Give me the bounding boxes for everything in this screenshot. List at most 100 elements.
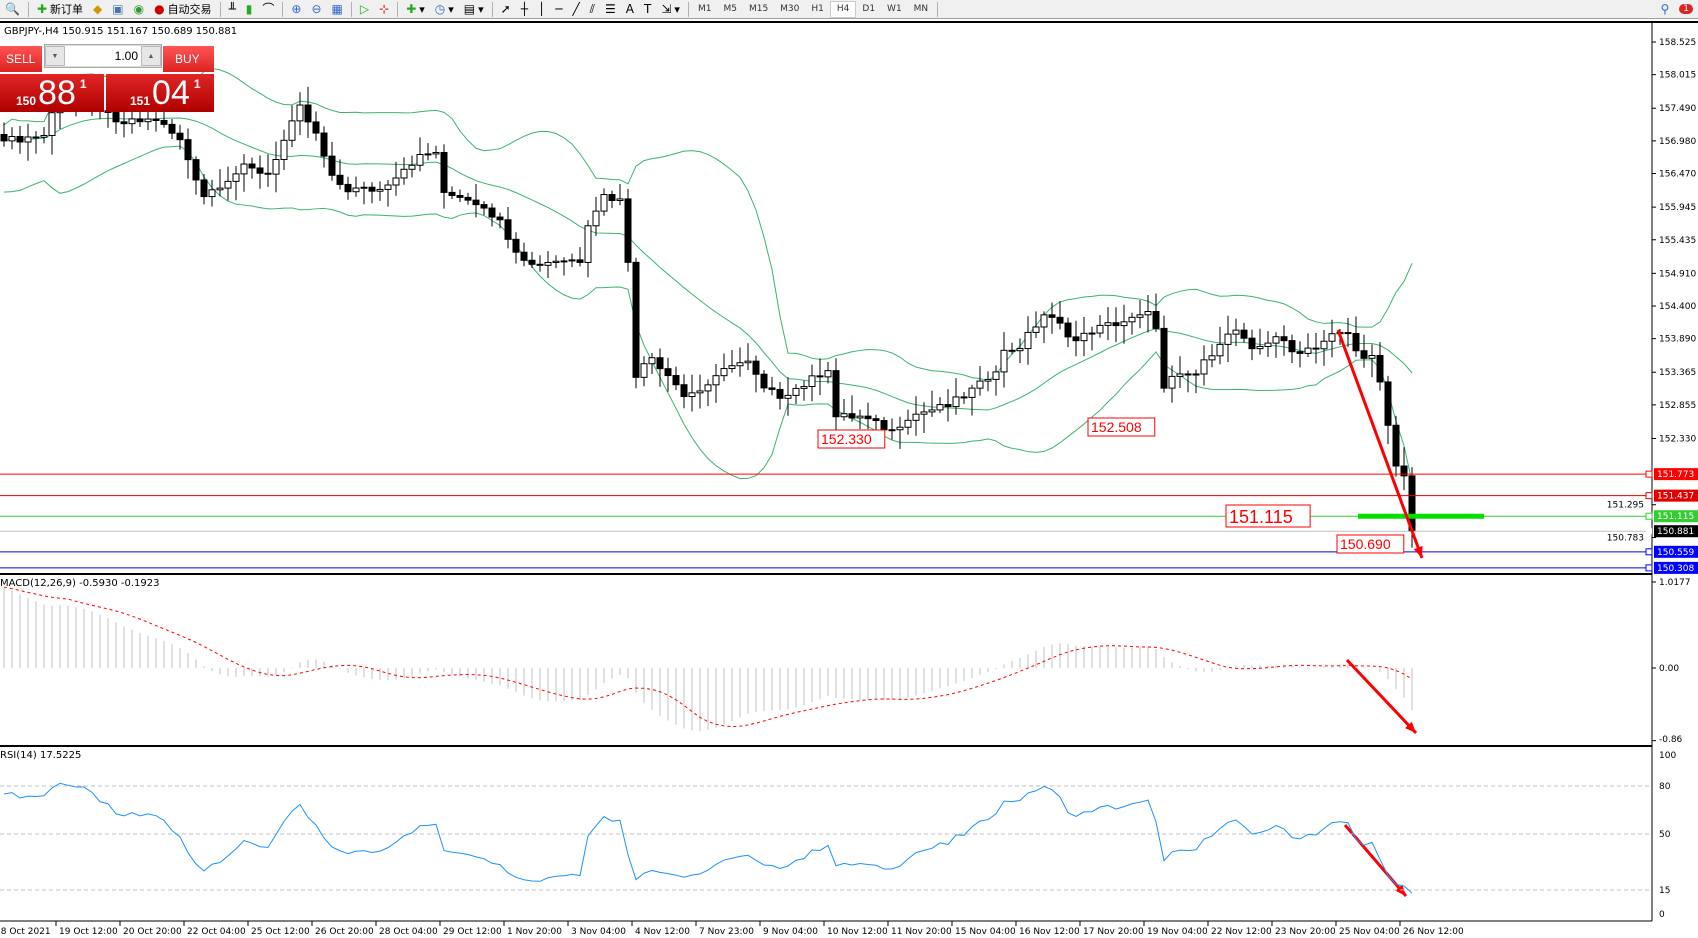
market-watch-icon[interactable]: ◆	[93, 2, 103, 16]
candle	[1056, 301, 1064, 330]
rsi-tick-label: 0	[1659, 910, 1665, 920]
candle-body	[608, 194, 616, 201]
candle-body	[712, 375, 720, 386]
candle-body	[1400, 465, 1408, 477]
candle	[320, 126, 328, 168]
price-label-box	[1654, 468, 1698, 481]
price-tick-label: 152.330	[1659, 434, 1696, 444]
timeframe-h4[interactable]: H4	[829, 0, 857, 18]
vertical-line-icon[interactable]: │	[537, 2, 546, 16]
auto-trading-button[interactable]: ● 自动交易	[149, 1, 216, 18]
timeframe-m5[interactable]: M5	[723, 4, 737, 14]
candle-body	[864, 415, 872, 420]
price-label-box	[1654, 489, 1698, 502]
zoom-out-icon[interactable]: ⊖	[311, 2, 322, 16]
candle	[1040, 311, 1048, 344]
timeframe-m30[interactable]: M30	[780, 4, 800, 14]
price-label-box	[1654, 510, 1698, 523]
sell-button[interactable]: SELL	[0, 46, 43, 72]
candle-body	[680, 384, 688, 398]
crosshair-icon[interactable]: ┼	[520, 2, 528, 16]
candle-body	[1184, 373, 1192, 376]
time-tick-label: 19 Oct 12:00	[59, 927, 118, 937]
timeframe-d1[interactable]: D1	[862, 4, 876, 14]
candle	[184, 128, 192, 179]
timeframe-mn[interactable]: MN	[913, 4, 929, 14]
candle	[1360, 334, 1368, 368]
timeframe-m15[interactable]: M15	[748, 4, 769, 14]
candlestick-icon[interactable]: ▮	[245, 2, 253, 16]
line-chart-icon[interactable]: ⌒	[262, 2, 275, 16]
price-annotation-box	[817, 429, 886, 449]
candle-body	[408, 164, 416, 170]
candle	[0, 122, 8, 147]
templates-icon[interactable]: ▤ ▾	[463, 2, 484, 16]
candle	[400, 157, 408, 185]
periods-icon[interactable]: ◷ ▾	[434, 2, 454, 16]
candle-body	[496, 216, 504, 221]
sell-price-fraction: 1	[79, 77, 87, 91]
buy-button[interactable]: BUY	[163, 46, 214, 72]
candle	[8, 127, 16, 150]
trendline-icon[interactable]: ╱	[572, 2, 580, 16]
text-icon[interactable]: A	[625, 2, 635, 16]
candle-body	[984, 378, 992, 382]
decrease-lot-button[interactable]: ▼	[45, 46, 65, 66]
candle	[512, 232, 520, 264]
indicators-icon[interactable]: ✚ ▾	[406, 2, 425, 16]
buy-price-button[interactable]: 151 04 1	[106, 74, 214, 112]
candle	[1064, 317, 1072, 348]
arrows-icon[interactable]: ⇲ ▾	[661, 2, 680, 16]
notification-badge[interactable]: 1	[1674, 1, 1698, 18]
horizontal-line-icon[interactable]: ─	[555, 2, 563, 16]
candle-body	[1384, 381, 1392, 426]
auto-scroll-icon[interactable]: ▷	[359, 2, 370, 16]
price-annotation-box	[1336, 534, 1405, 554]
text-label-icon[interactable]: T	[644, 2, 652, 16]
price-annotation: 150.690	[1340, 536, 1391, 552]
fibonacci-icon[interactable]: ☰	[605, 2, 616, 16]
timeframe-m1[interactable]: M1	[697, 4, 712, 14]
candle-body	[136, 118, 144, 123]
tile-windows-icon[interactable]: ▦	[331, 2, 343, 16]
candle-body	[384, 184, 392, 190]
cursor-icon[interactable]: ➚	[500, 2, 511, 16]
search-icon[interactable]: 🔍	[5, 2, 20, 16]
new-order-button[interactable]: ✚ 新订单	[32, 1, 88, 18]
equidistant-channel-icon[interactable]: ⫽	[589, 2, 596, 16]
signal-icon[interactable]: ◉	[133, 2, 145, 16]
sell-price-button[interactable]: 150 88 1	[0, 74, 104, 112]
rsi-tick-label: 15	[1659, 886, 1670, 896]
bar-chart-icon[interactable]: ╨	[228, 2, 236, 16]
search-icon[interactable]: ⚲	[1660, 2, 1670, 16]
candle-body	[720, 368, 728, 377]
lot-size-input[interactable]: 1.00	[65, 46, 141, 66]
lot-size-stepper[interactable]: ▼ 1.00 ▲	[44, 44, 162, 68]
candle	[432, 145, 440, 159]
macd-down-arrow	[1345, 658, 1418, 735]
time-tick-label: 25 Oct 12:00	[251, 927, 310, 937]
time-tick-label: 4 Nov 12:00	[635, 927, 690, 937]
candle-body	[440, 151, 448, 193]
bollinger-middle-band	[3, 117, 1413, 411]
increase-lot-button[interactable]: ▲	[141, 46, 161, 66]
time-tick-label: 17 Nov 20:00	[1083, 927, 1144, 937]
zoom-in-icon[interactable]: ⊕	[291, 2, 302, 16]
candle	[504, 207, 512, 249]
candle-body	[264, 172, 272, 175]
candle	[472, 183, 480, 218]
macd-signal-line	[3, 586, 1413, 728]
candle	[552, 255, 560, 269]
line-handle	[1645, 492, 1653, 500]
chart-shift-icon[interactable]: ⊹	[379, 2, 390, 16]
candle	[624, 188, 632, 272]
arrow-shaft	[1336, 329, 1424, 559]
candle	[664, 357, 672, 392]
navigator-icon[interactable]: ▣	[112, 2, 124, 16]
timeframe-h1[interactable]: H1	[811, 4, 824, 14]
candle	[928, 390, 936, 417]
candle-body	[232, 173, 240, 182]
timeframe-w1[interactable]: W1	[887, 4, 902, 14]
candle	[1088, 326, 1096, 351]
